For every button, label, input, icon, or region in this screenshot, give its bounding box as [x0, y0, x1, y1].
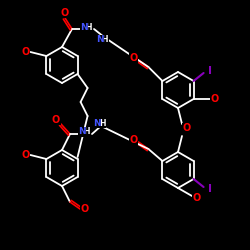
Text: H: H — [99, 118, 105, 128]
Text: H: H — [102, 36, 108, 44]
Text: O: O — [81, 204, 89, 214]
Text: O: O — [129, 53, 138, 63]
Text: I: I — [208, 184, 212, 194]
Text: O: O — [129, 135, 138, 145]
Text: N: N — [78, 128, 86, 136]
Text: O: O — [21, 47, 29, 57]
Text: N: N — [93, 118, 101, 128]
Text: O: O — [61, 8, 69, 18]
Text: N: N — [80, 22, 88, 32]
Text: H: H — [86, 22, 92, 32]
Text: H: H — [84, 128, 90, 136]
Text: N: N — [96, 36, 104, 44]
Text: I: I — [208, 66, 212, 76]
Text: O: O — [210, 94, 219, 104]
Text: O: O — [193, 193, 201, 203]
Text: O: O — [21, 150, 29, 160]
Text: O: O — [183, 123, 191, 133]
Text: O: O — [52, 115, 60, 125]
